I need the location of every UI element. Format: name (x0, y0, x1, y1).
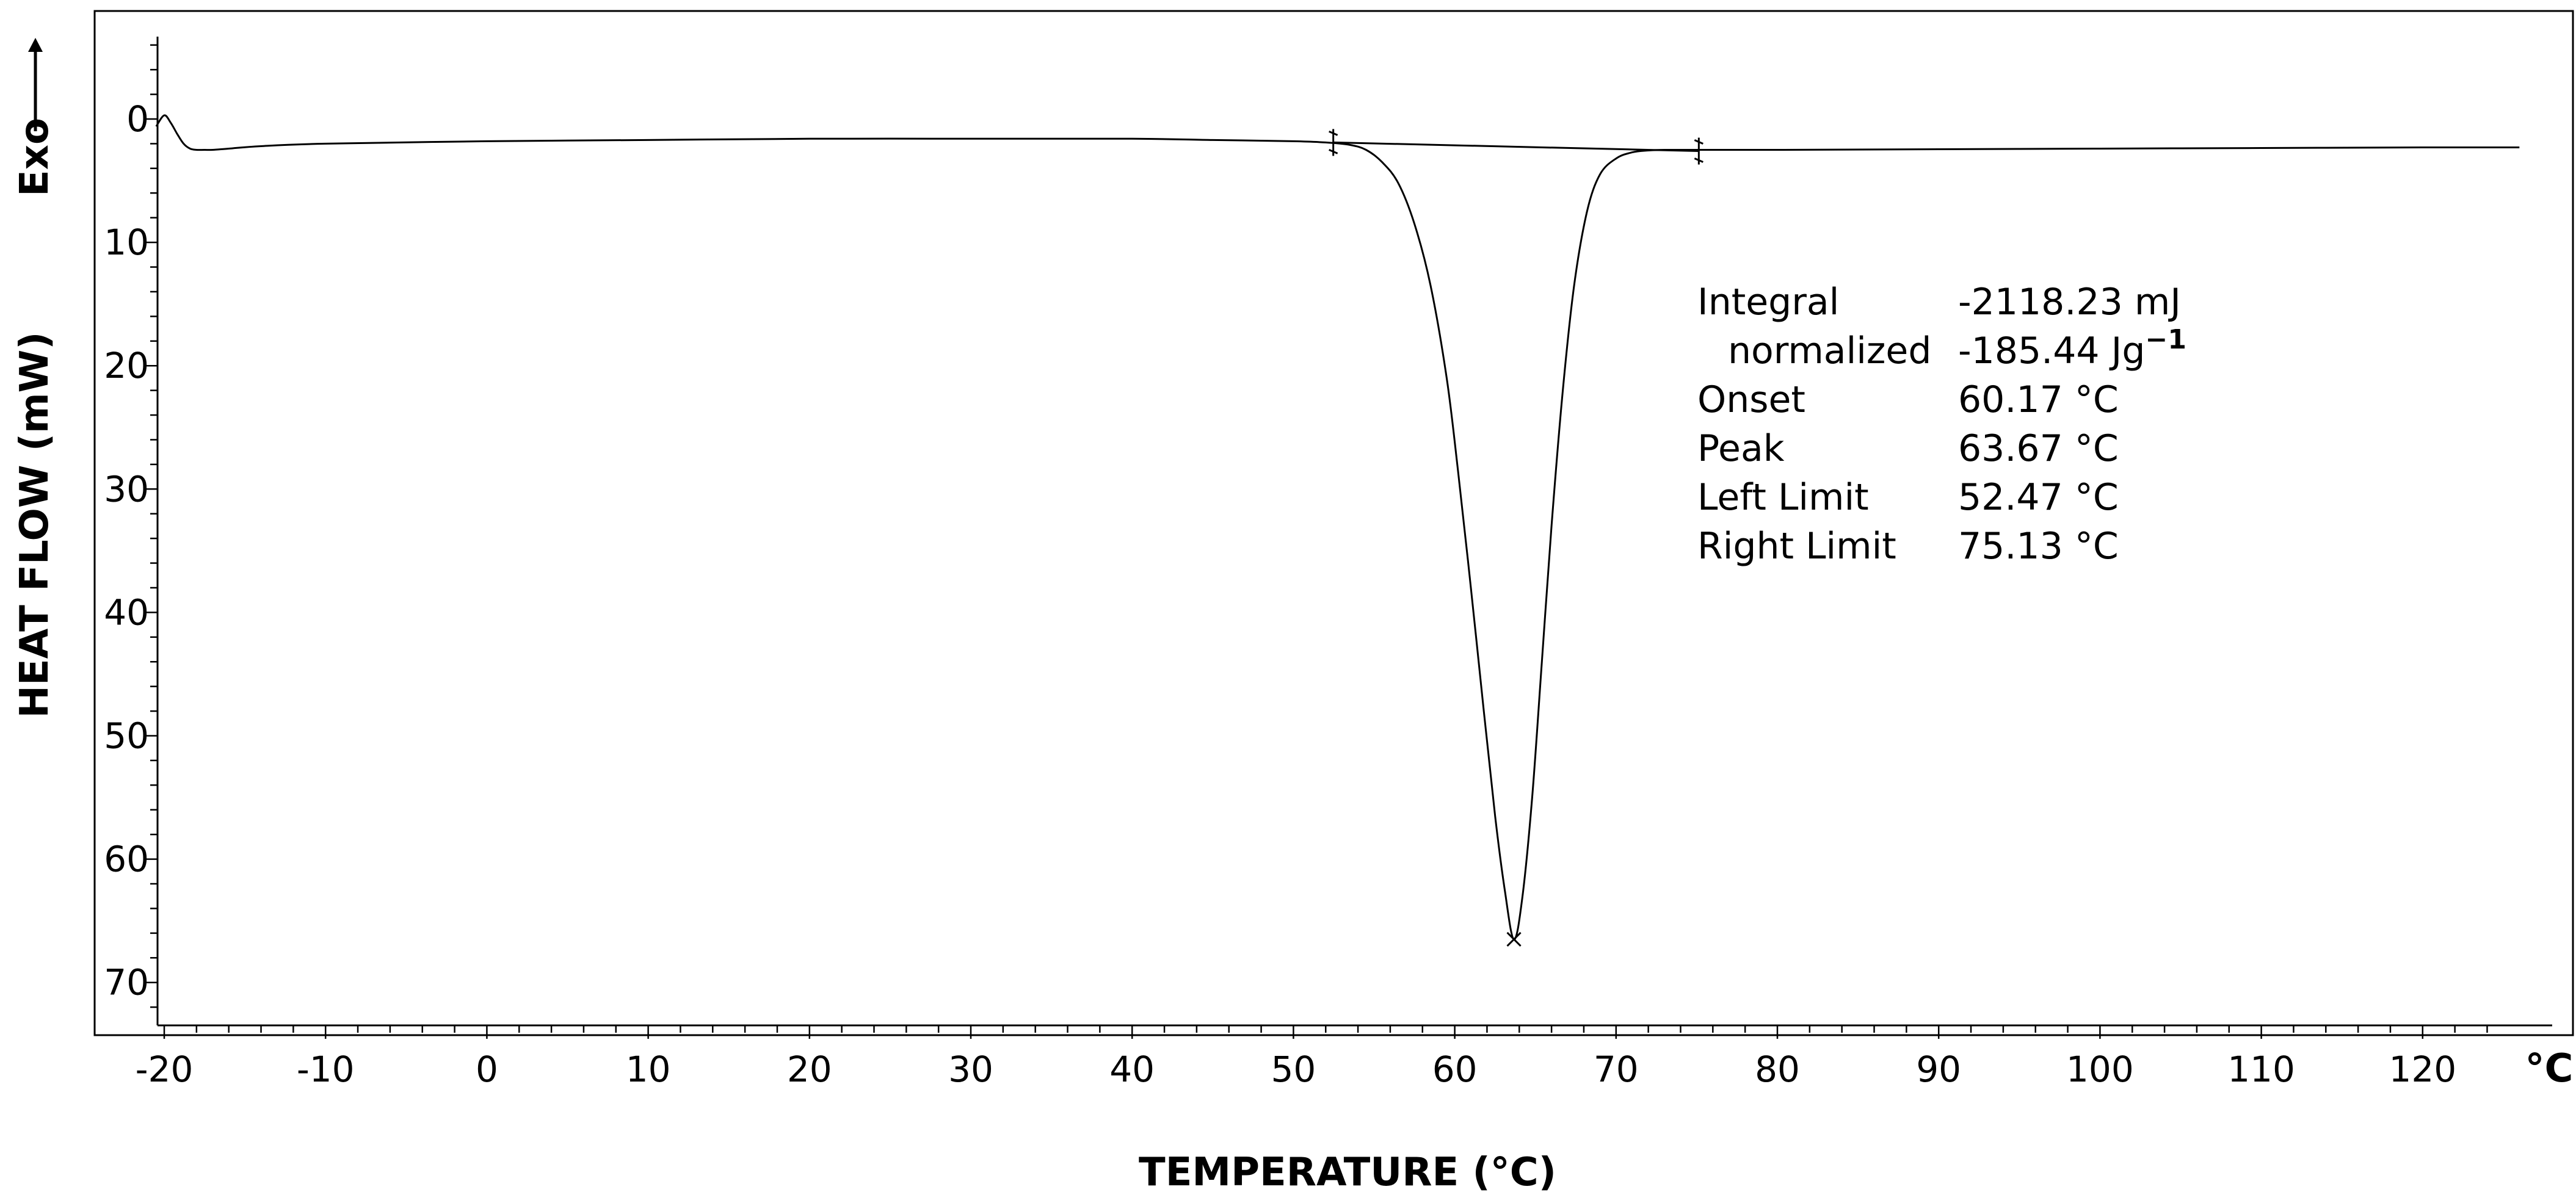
x-tick-label: 20 (787, 1049, 832, 1090)
x-tick-label: 70 (1594, 1049, 1639, 1090)
annot-onset-name: Onset (1697, 378, 1805, 421)
annot-peak-name: Peak (1697, 427, 1785, 470)
x-tick-label: 30 (948, 1049, 993, 1090)
x-axis-title: TEMPERATURE (°C) (1139, 1150, 1556, 1195)
x-unit-label: °C (2525, 1046, 2574, 1091)
left-limit-marker-tick (1329, 131, 1338, 136)
annot-left-limit-value: 52.47 °C (1958, 476, 2119, 519)
x-tick-label: 90 (1916, 1049, 1961, 1090)
annot-right-limit-value: 75.13 °C (1958, 525, 2119, 568)
x-tick-label: 80 (1755, 1049, 1800, 1090)
annot-peak-value: 63.67 °C (1958, 427, 2119, 470)
heat-flow-curve (155, 114, 2520, 941)
y-tick-label: 30 (104, 468, 149, 510)
x-tick-label: 110 (2227, 1049, 2295, 1090)
annot-normalized-name: normalized (1728, 330, 1931, 372)
x-tick-label: 100 (2066, 1049, 2134, 1090)
y-tick-label: 70 (104, 962, 149, 1003)
y-tick-label: 20 (104, 345, 149, 386)
y-tick-label: 40 (104, 591, 149, 633)
exo-indicator: Exo (12, 38, 57, 197)
exo-arrowhead-icon (28, 38, 43, 52)
annot-normalized-number: -185.44 Jg (1958, 330, 2145, 372)
left-limit-marker-tick (1329, 149, 1338, 154)
x-tick-label: 60 (1432, 1049, 1478, 1090)
x-tick-label: 0 (476, 1049, 498, 1090)
y-tick-label: 60 (104, 839, 149, 880)
y-tick-label: 0 (126, 98, 149, 140)
markers-group (1329, 129, 1703, 947)
plot-frame (93, 10, 2574, 1036)
x-tick-label: -10 (297, 1049, 355, 1090)
series-group (155, 114, 2520, 941)
annot-left-limit-name: Left Limit (1697, 476, 1869, 519)
x-tick-label: 10 (626, 1049, 671, 1090)
x-tick-label: 40 (1109, 1049, 1155, 1090)
annot-integral-value: -2118.23 mJ (1958, 281, 2181, 323)
x-tick-label: 120 (2389, 1049, 2456, 1090)
annot-integral-name: Integral (1697, 281, 1839, 323)
annot-normalized-superscript: −1 (2145, 324, 2186, 355)
y-tick-label: 10 (104, 222, 149, 263)
axes: 0 10 20 30 40 50 60 70 -20 -10 0 10 20 30 40 50 60 70 80 90… (104, 37, 2552, 1090)
baseline-line (1333, 141, 1699, 152)
x-tick-label: 50 (1271, 1049, 1316, 1090)
annot-right-limit-name: Right Limit (1697, 525, 1896, 568)
annot-onset-value: 60.17 °C (1958, 378, 2119, 421)
y-axis-title: HEAT FLOW (mW) (12, 331, 57, 718)
peak-marker-icon (1506, 931, 1522, 947)
right-limit-marker-tick (1694, 157, 1703, 163)
right-limit-marker-tick (1694, 139, 1703, 145)
y-tick-label: 50 (104, 715, 149, 757)
x-tick-label: -20 (136, 1049, 194, 1090)
integration-results: Integral -2118.23 mJ normalized -185.44 … (1697, 281, 2186, 568)
annot-normalized-value: -185.44 Jg−1 (1958, 324, 2186, 372)
